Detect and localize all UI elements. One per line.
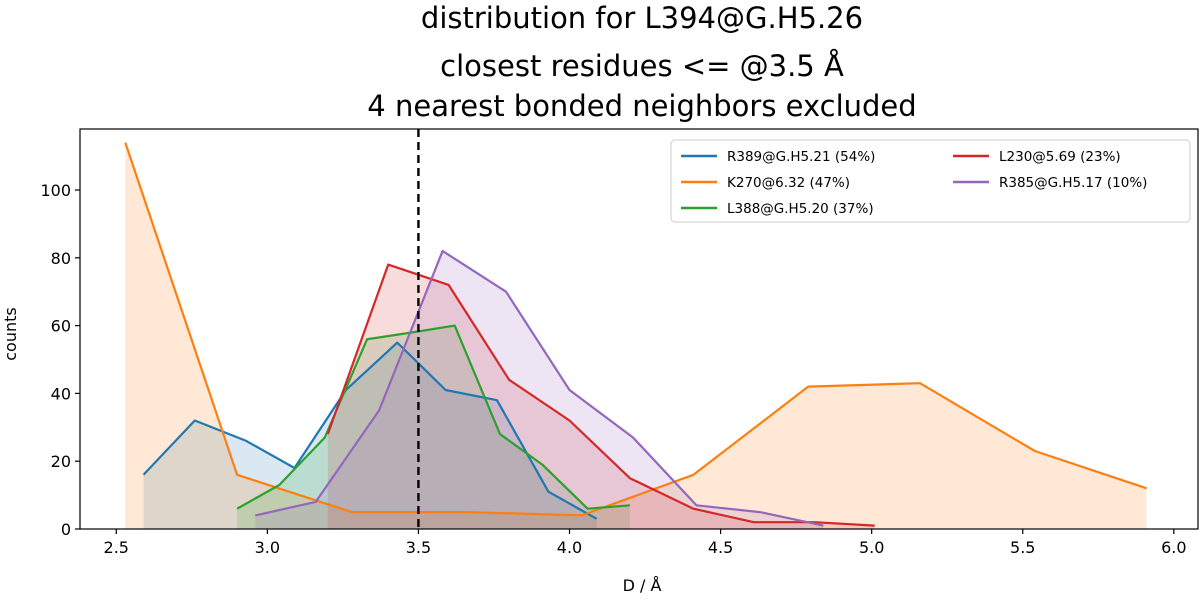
y-tick-label: 0 bbox=[61, 520, 71, 539]
y-tick-label: 100 bbox=[40, 181, 71, 200]
title-line-2: closest residues <= @3.5 Å bbox=[440, 49, 844, 83]
legend-label: R385@G.H5.17 (10%) bbox=[999, 175, 1147, 191]
y-tick-label: 40 bbox=[51, 384, 71, 403]
series-line-2 bbox=[236, 324, 630, 510]
x-axis-label: D / Å bbox=[623, 576, 662, 595]
title-line-3: 4 nearest bonded neighbors excluded bbox=[367, 89, 916, 123]
y-tick-label: 60 bbox=[51, 317, 71, 336]
plot-frame bbox=[79, 128, 1199, 530]
x-tick-label: 5.5 bbox=[1010, 538, 1035, 557]
y-tick-label: 20 bbox=[51, 452, 71, 471]
title-line-1: distribution for L394@G.H5.26 bbox=[421, 1, 863, 35]
series-lines bbox=[124, 142, 1147, 527]
y-tick-label: 80 bbox=[51, 249, 71, 268]
series-fills bbox=[125, 142, 1147, 529]
y-axis: 0 20 40 60 80 100 bbox=[40, 181, 80, 539]
chart-title: distribution for L394@G.H5.26 closest re… bbox=[367, 1, 916, 123]
x-tick-label: 3.0 bbox=[255, 538, 280, 557]
series-fill-3 bbox=[327, 264, 875, 529]
legend-frame bbox=[670, 139, 1191, 223]
x-tick-label: 6.0 bbox=[1161, 538, 1186, 557]
x-tick-label: 4.0 bbox=[557, 538, 582, 557]
series-line-4 bbox=[255, 249, 824, 527]
x-tick-label: 2.5 bbox=[104, 538, 129, 557]
series-fill-4 bbox=[255, 251, 824, 529]
legend-label: L230@5.69 (23%) bbox=[999, 149, 1121, 165]
legend-label: R389@G.H5.21 (54%) bbox=[727, 149, 875, 165]
series-line-0 bbox=[142, 341, 598, 520]
legend-label: K270@6.32 (47%) bbox=[727, 175, 850, 191]
x-axis: 2.5 3.0 3.5 4.0 4.5 5.0 5.5 6.0 bbox=[104, 529, 1187, 557]
series-fill-0 bbox=[143, 342, 597, 529]
y-axis-label: counts bbox=[1, 307, 20, 360]
x-tick-label: 3.5 bbox=[406, 538, 431, 557]
legend: R389@G.H5.21 (54%) K270@6.32 (47%) L388@G.… bbox=[670, 139, 1191, 223]
series-fill-1 bbox=[125, 142, 1147, 529]
series-fill-2 bbox=[237, 325, 630, 529]
x-tick-label: 5.0 bbox=[859, 538, 884, 557]
x-tick-label: 4.5 bbox=[708, 538, 733, 557]
series-line-1 bbox=[124, 142, 1147, 517]
legend-label: L388@G.H5.20 (37%) bbox=[727, 201, 874, 217]
